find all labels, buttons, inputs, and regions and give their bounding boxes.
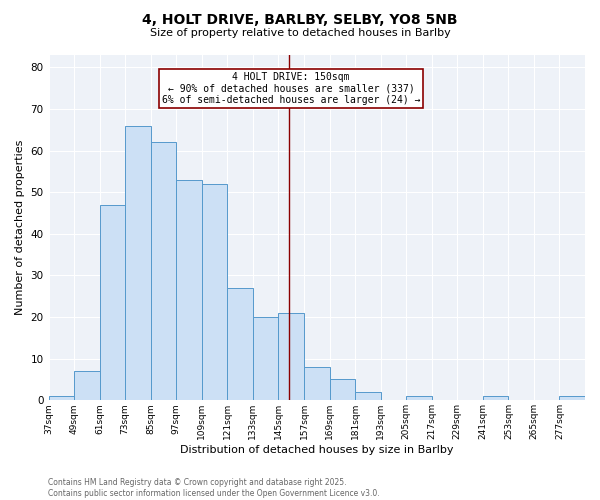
Text: 4, HOLT DRIVE, BARLBY, SELBY, YO8 5NB: 4, HOLT DRIVE, BARLBY, SELBY, YO8 5NB [142, 12, 458, 26]
Bar [176, 180, 202, 400]
Bar [253, 317, 278, 400]
Bar [49, 396, 74, 400]
Bar [559, 396, 585, 400]
Text: Size of property relative to detached houses in Barlby: Size of property relative to detached ho… [149, 28, 451, 38]
Y-axis label: Number of detached properties: Number of detached properties [15, 140, 25, 316]
Bar [151, 142, 176, 400]
Bar [329, 380, 355, 400]
Bar [100, 205, 125, 400]
X-axis label: Distribution of detached houses by size in Barlby: Distribution of detached houses by size … [180, 445, 454, 455]
Bar [483, 396, 508, 400]
Bar [74, 371, 100, 400]
Bar [355, 392, 380, 400]
Bar [202, 184, 227, 400]
Bar [304, 367, 329, 400]
Bar [125, 126, 151, 400]
Bar [227, 288, 253, 401]
Text: Contains HM Land Registry data © Crown copyright and database right 2025.
Contai: Contains HM Land Registry data © Crown c… [48, 478, 380, 498]
Bar [278, 313, 304, 400]
Bar [406, 396, 432, 400]
Text: 4 HOLT DRIVE: 150sqm
← 90% of detached houses are smaller (337)
6% of semi-detac: 4 HOLT DRIVE: 150sqm ← 90% of detached h… [162, 72, 421, 105]
